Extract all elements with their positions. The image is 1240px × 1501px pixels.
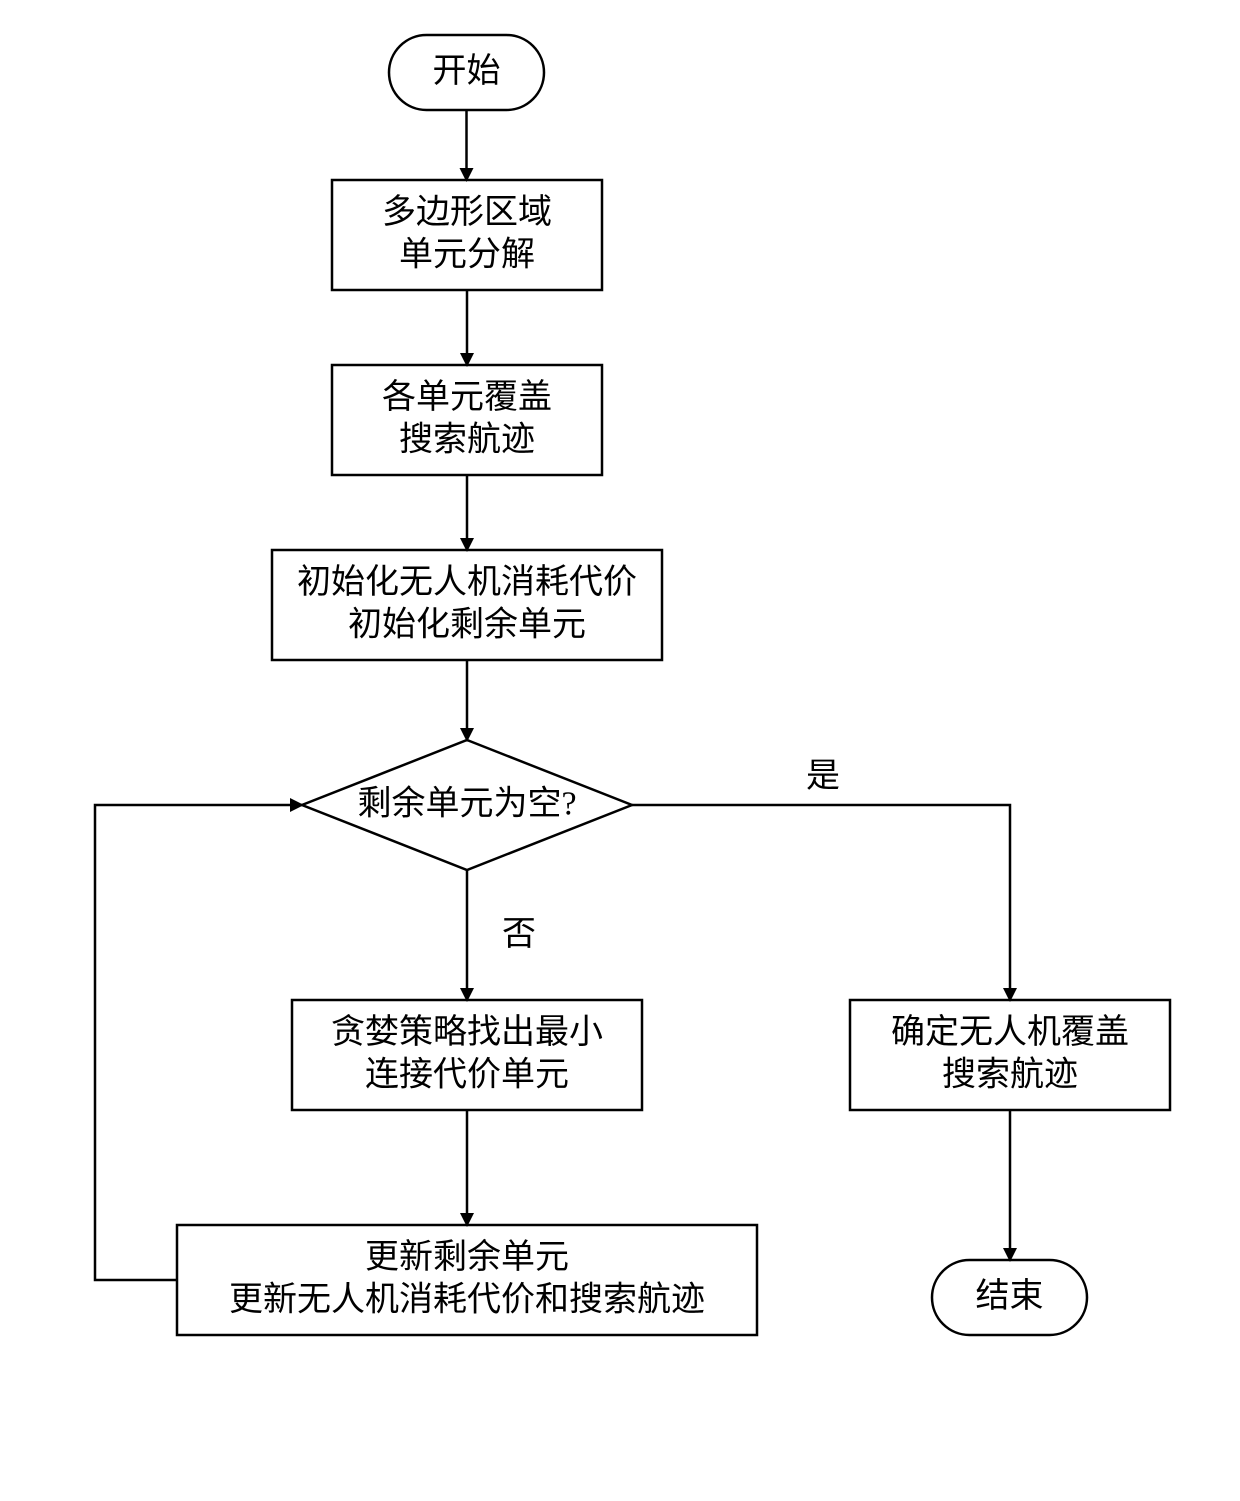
node-n2-text: 各单元覆盖: [382, 378, 552, 416]
edge: [95, 805, 302, 1280]
node-n1: 多边形区域单元分解: [332, 180, 602, 290]
node-n2-text: 搜索航迹: [399, 421, 535, 459]
node-n5-text: 更新剩余单元: [365, 1238, 569, 1276]
node-dec-text: 剩余单元为空?: [357, 784, 576, 822]
node-n1-text: 单元分解: [399, 236, 535, 274]
node-n6-text: 搜索航迹: [942, 1056, 1078, 1094]
node-n6-text: 确定无人机覆盖: [891, 1013, 1129, 1051]
node-n4-text: 连接代价单元: [365, 1056, 569, 1094]
node-n3: 初始化无人机消耗代价初始化剩余单元: [272, 550, 662, 660]
node-end: 结束: [932, 1260, 1087, 1335]
edge-label: 是: [806, 758, 840, 795]
node-dec: 剩余单元为空?: [302, 740, 632, 870]
node-n1-text: 多边形区域: [382, 193, 552, 231]
node-n3-text: 初始化无人机消耗代价: [297, 563, 637, 601]
node-start-text: 开始: [433, 52, 501, 90]
edge: [632, 805, 1010, 1000]
node-n3-text: 初始化剩余单元: [348, 606, 586, 644]
node-n4: 贪婪策略找出最小连接代价单元: [292, 1000, 642, 1110]
flowchart-canvas: 开始多边形区域单元分解各单元覆盖搜索航迹初始化无人机消耗代价初始化剩余单元剩余单…: [0, 0, 1240, 1501]
node-end-text: 结束: [976, 1277, 1044, 1315]
node-start: 开始: [389, 35, 544, 110]
node-n5-text: 更新无人机消耗代价和搜索航迹: [229, 1281, 705, 1319]
edge-label: 否: [502, 916, 536, 953]
node-n4-text: 贪婪策略找出最小: [331, 1013, 603, 1051]
node-n2: 各单元覆盖搜索航迹: [332, 365, 602, 475]
node-n6: 确定无人机覆盖搜索航迹: [850, 1000, 1170, 1110]
node-n5: 更新剩余单元更新无人机消耗代价和搜索航迹: [177, 1225, 757, 1335]
